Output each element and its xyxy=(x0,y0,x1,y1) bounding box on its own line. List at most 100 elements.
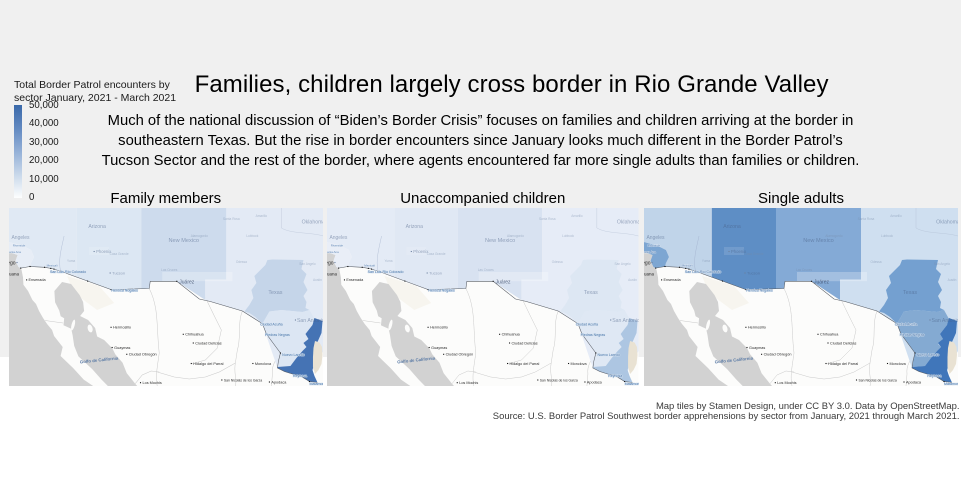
svg-text:Tijuana: Tijuana xyxy=(644,271,654,276)
svg-text:Heroica Nogales: Heroica Nogales xyxy=(428,288,455,292)
svg-text:Amarillo: Amarillo xyxy=(571,214,583,218)
svg-text:Casa Grande: Casa Grande xyxy=(745,252,764,256)
svg-text:Lubbock: Lubbock xyxy=(246,234,258,238)
svg-text:Angeles: Angeles xyxy=(329,235,347,241)
svg-text:Guaymas: Guaymas xyxy=(749,346,765,350)
svg-text:Apodaca: Apodaca xyxy=(271,380,287,384)
svg-text:Arizona: Arizona xyxy=(723,224,741,230)
svg-text:Alamogordo: Alamogordo xyxy=(507,234,524,238)
svg-text:Austin: Austin xyxy=(628,278,637,282)
svg-text:Austin: Austin xyxy=(313,278,322,282)
svg-text:Austin: Austin xyxy=(948,278,957,282)
svg-text:Monclova: Monclova xyxy=(571,362,588,366)
svg-text:Matamoros: Matamoros xyxy=(625,382,639,386)
svg-text:Casa Grande: Casa Grande xyxy=(109,252,128,256)
svg-text:Chihuahua: Chihuahua xyxy=(820,333,839,337)
svg-text:Reynosa: Reynosa xyxy=(608,374,622,378)
svg-text:San Nicolás de los Garza: San Nicolás de los Garza xyxy=(859,378,897,382)
svg-text:San Antonio: San Antonio xyxy=(932,318,959,324)
svg-text:Ensenada: Ensenada xyxy=(664,278,682,282)
svg-text:Nuevo Laredo: Nuevo Laredo xyxy=(917,353,940,357)
svg-text:Yuma: Yuma xyxy=(384,259,392,263)
svg-text:San Diego: San Diego xyxy=(9,261,16,267)
svg-text:Alamogordo: Alamogordo xyxy=(825,234,842,238)
svg-text:Phoenix: Phoenix xyxy=(413,249,429,254)
svg-text:San Nicolás de los Garza: San Nicolás de los Garza xyxy=(223,378,261,382)
svg-text:Piedras Negras: Piedras Negras xyxy=(581,333,606,337)
svg-text:Oklahoma: Oklahoma xyxy=(936,220,958,226)
svg-text:Tucson: Tucson xyxy=(429,270,442,275)
svg-text:Golfo de California: Golfo de California xyxy=(397,355,436,364)
svg-text:New Mexico: New Mexico xyxy=(485,238,515,244)
svg-text:Hermosillo: Hermosillo xyxy=(113,326,131,330)
svg-text:Tijuana: Tijuana xyxy=(327,271,337,276)
svg-text:Riverside: Riverside xyxy=(648,244,661,248)
svg-text:Amarillo: Amarillo xyxy=(890,214,902,218)
svg-text:Hidalgo del Parral: Hidalgo del Parral xyxy=(193,362,223,366)
svg-text:San Antonio: San Antonio xyxy=(612,318,638,324)
svg-text:Monclova: Monclova xyxy=(890,362,907,366)
svg-text:San Luis Río Colorado: San Luis Río Colorado xyxy=(368,270,404,274)
svg-text:Nuevo Laredo: Nuevo Laredo xyxy=(282,353,305,357)
svg-text:Yuma: Yuma xyxy=(67,259,75,263)
svg-text:Texas: Texas xyxy=(584,290,598,296)
svg-text:Golfo de California: Golfo de California xyxy=(714,355,753,364)
svg-text:Texas: Texas xyxy=(903,290,917,296)
svg-text:Tucson: Tucson xyxy=(747,271,760,276)
svg-text:Matamoros: Matamoros xyxy=(944,382,958,386)
svg-text:Hermosillo: Hermosillo xyxy=(430,326,448,330)
svg-text:Mexicali: Mexicali xyxy=(46,263,57,267)
svg-text:Texas: Texas xyxy=(268,290,282,296)
svg-text:Casa Grande: Casa Grande xyxy=(427,252,446,256)
svg-text:Tijuana: Tijuana xyxy=(9,271,20,276)
svg-text:Mexicali: Mexicali xyxy=(682,263,693,267)
svg-text:Apodaca: Apodaca xyxy=(906,380,922,384)
svg-text:Yuma: Yuma xyxy=(702,259,710,263)
svg-text:Ciudad Delicias: Ciudad Delicias xyxy=(512,341,538,345)
svg-text:Riverside: Riverside xyxy=(12,244,25,248)
svg-text:Santa Ana: Santa Ana xyxy=(644,250,656,254)
svg-text:Hidalgo del Parral: Hidalgo del Parral xyxy=(828,362,858,366)
svg-text:Tucson: Tucson xyxy=(112,271,125,276)
svg-text:Los Mochis: Los Mochis xyxy=(459,381,478,385)
svg-text:Ciudad Delicias: Ciudad Delicias xyxy=(830,341,856,345)
svg-text:San Antonio: San Antonio xyxy=(296,318,323,324)
svg-text:Arizona: Arizona xyxy=(406,224,424,230)
svg-text:Santa Rosa: Santa Rosa xyxy=(858,217,875,221)
svg-text:Oklahoma: Oklahoma xyxy=(617,219,639,225)
svg-text:Lubbock: Lubbock xyxy=(562,234,574,238)
svg-text:Riverside: Riverside xyxy=(331,243,344,247)
svg-text:Angeles: Angeles xyxy=(11,235,30,241)
svg-text:Guaymas: Guaymas xyxy=(431,346,447,350)
svg-text:New Mexico: New Mexico xyxy=(803,238,833,244)
svg-text:Odessa: Odessa xyxy=(235,260,246,264)
svg-text:Alamogordo: Alamogordo xyxy=(190,234,207,238)
svg-text:Heroica Nogales: Heroica Nogales xyxy=(111,288,138,292)
svg-text:Oklahoma: Oklahoma xyxy=(301,220,323,226)
svg-text:Hidalgo del Parral: Hidalgo del Parral xyxy=(510,362,540,366)
svg-text:Santa Rosa: Santa Rosa xyxy=(539,217,556,221)
svg-text:Reynosa: Reynosa xyxy=(292,374,306,378)
svg-text:Golfo de California: Golfo de California xyxy=(79,355,118,364)
svg-text:San Luis Río Colorado: San Luis Río Colorado xyxy=(685,270,721,274)
svg-text:Matamoros: Matamoros xyxy=(309,382,323,386)
svg-text:San Diego: San Diego xyxy=(327,260,334,266)
svg-text:Ciudad Obregón: Ciudad Obregón xyxy=(128,353,156,357)
svg-text:Ensenada: Ensenada xyxy=(346,278,364,282)
svg-text:Chihuahua: Chihuahua xyxy=(502,333,521,337)
svg-text:San Diego: San Diego xyxy=(644,261,651,267)
svg-text:Hermosillo: Hermosillo xyxy=(748,326,766,330)
svg-text:Los Mochis: Los Mochis xyxy=(777,381,796,385)
svg-text:Juárez: Juárez xyxy=(814,280,830,286)
svg-text:San Luis Río Colorado: San Luis Río Colorado xyxy=(49,270,85,274)
svg-text:San Angelo: San Angelo xyxy=(615,262,631,266)
svg-text:Ciudad Obregón: Ciudad Obregón xyxy=(764,353,792,357)
svg-text:Juárez: Juárez xyxy=(179,280,195,286)
svg-text:Santa Ana: Santa Ana xyxy=(327,250,339,254)
svg-text:Las Cruces: Las Cruces xyxy=(478,268,494,272)
svg-text:Angeles: Angeles xyxy=(646,235,665,241)
svg-text:San Angelo: San Angelo xyxy=(299,262,316,266)
svg-text:Santa Rosa: Santa Rosa xyxy=(223,217,240,221)
svg-text:Phoenix: Phoenix xyxy=(96,249,112,254)
svg-text:Chihuahua: Chihuahua xyxy=(185,333,204,337)
